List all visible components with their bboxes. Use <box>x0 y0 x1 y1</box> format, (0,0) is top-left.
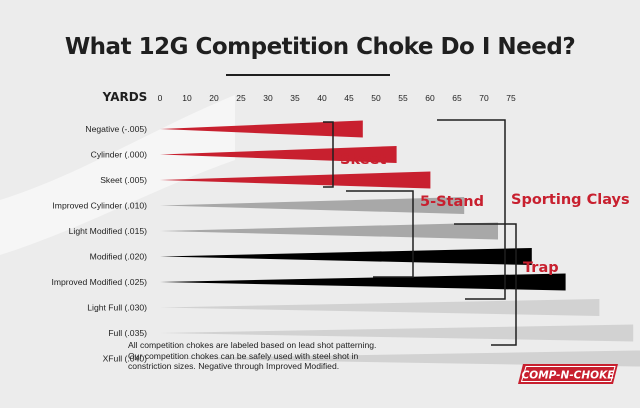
x-tick-label: 50 <box>371 93 381 103</box>
choke-label: XFull (.040) <box>103 354 148 364</box>
choke-label: Improved Modified (.025) <box>51 277 147 287</box>
group-label: Skeet <box>340 152 386 168</box>
skeet-bracket <box>323 121 334 188</box>
x-tick-label: 10 <box>182 93 192 103</box>
choke-bar <box>160 146 397 163</box>
choke-label: Negative (-.005) <box>85 124 147 134</box>
trap-bracket <box>454 223 517 346</box>
x-tick-label: 65 <box>452 93 462 103</box>
choke-label: Light Full (.030) <box>87 303 147 313</box>
choke-bar <box>160 299 600 316</box>
group-label: Sporting Clays <box>511 192 630 208</box>
chart-title: What 12G Competition Choke Do I Need? <box>64 34 576 60</box>
footnote: All competition chokes are labeled based… <box>128 340 377 372</box>
choke-label: Full (.035) <box>108 328 147 338</box>
group-label: 5-Stand <box>420 194 484 210</box>
brand-logo-text: COMP-N-CHOKE <box>522 370 616 382</box>
choke-bar <box>160 273 566 291</box>
x-tick-label: 35 <box>290 93 300 103</box>
choke-bar <box>160 324 634 342</box>
x-tick-label: 30 <box>263 93 273 103</box>
choke-bar <box>160 222 498 240</box>
x-tick-label: 40 <box>317 93 327 103</box>
choke-label: Improved Cylinder (.010) <box>52 201 147 211</box>
brand-logo: COMP-N-CHOKE <box>518 364 618 384</box>
choke-label: Skeet (.005) <box>100 175 147 185</box>
x-axis-label: YARDS <box>102 90 148 104</box>
x-tick-label: 60 <box>425 93 435 103</box>
x-tick-label: 0 <box>158 93 163 103</box>
group-label: Trap <box>523 260 559 276</box>
x-tick-label: 20 <box>209 93 219 103</box>
choke-bar <box>160 350 640 367</box>
choke-label: Cylinder (.000) <box>91 150 147 160</box>
x-tick-label: 75 <box>506 93 516 103</box>
sporting-clays-bracket <box>437 119 506 300</box>
x-tick-label: 45 <box>344 93 354 103</box>
x-tick-label: 25 <box>236 93 246 103</box>
five-stand-bracket <box>346 190 414 278</box>
choke-bar <box>160 120 363 138</box>
choke-bar <box>160 248 532 265</box>
choke-label: Light Modified (.015) <box>69 226 147 236</box>
title-underline <box>226 74 390 76</box>
x-tick-label: 55 <box>398 93 408 103</box>
choke-bar <box>160 171 431 189</box>
choke-label: Modified (.020) <box>90 252 147 262</box>
x-tick-label: 70 <box>479 93 489 103</box>
choke-bar <box>160 197 465 214</box>
